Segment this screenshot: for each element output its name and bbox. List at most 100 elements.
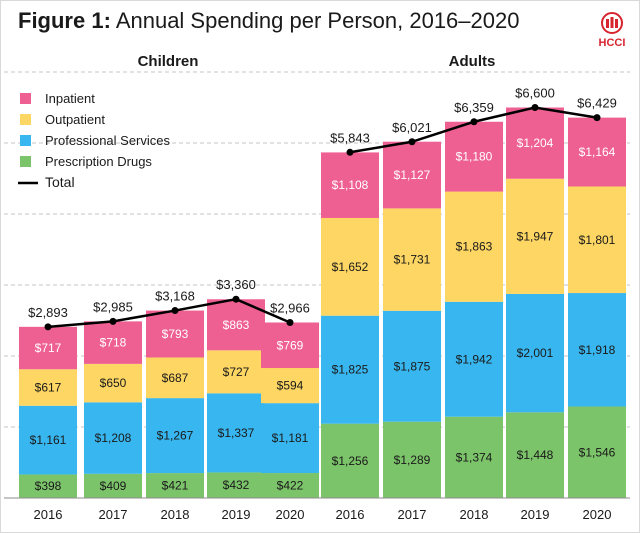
data-label: $727 xyxy=(223,365,250,379)
bar-segment-prescription-drugs xyxy=(261,473,319,498)
data-label: $1,652 xyxy=(332,260,369,274)
data-label: $1,337 xyxy=(218,426,255,440)
data-label: $1,825 xyxy=(332,363,369,377)
total-label: $6,021 xyxy=(392,120,432,135)
data-label: $1,942 xyxy=(456,352,493,366)
bar-segment-professional-services xyxy=(383,310,441,422)
x-tick-label: 2019 xyxy=(521,507,550,522)
data-label: $1,801 xyxy=(579,233,616,247)
bar-segment-inpatient xyxy=(568,117,626,187)
total-marker xyxy=(531,104,539,111)
total-label: $2,966 xyxy=(270,301,310,316)
bar-segment-inpatient xyxy=(146,310,204,358)
bar-segment-prescription-drugs xyxy=(506,412,564,498)
hcci-logo: HCCI xyxy=(599,12,625,49)
bar-segment-inpatient xyxy=(383,141,441,209)
bar-segment-outpatient xyxy=(321,217,379,316)
bar-segment-professional-services xyxy=(146,398,204,474)
bar-segment-inpatient xyxy=(506,107,564,179)
bar-segment-outpatient xyxy=(207,350,265,394)
total-marker xyxy=(593,114,601,122)
x-tick-label: 2018 xyxy=(460,507,489,522)
bar-segment-prescription-drugs xyxy=(207,472,265,498)
bar-segment-outpatient xyxy=(383,208,441,311)
data-label: $421 xyxy=(162,479,189,493)
bar-segment-prescription-drugs xyxy=(84,473,142,498)
logo-ring-icon xyxy=(601,12,623,34)
total-label: $6,359 xyxy=(454,100,494,115)
data-label: $1,918 xyxy=(579,343,616,357)
total-label: $2,985 xyxy=(93,299,133,314)
bar-segment-inpatient xyxy=(19,326,77,370)
bar-segment-professional-services xyxy=(506,293,564,413)
data-label: $398 xyxy=(35,479,62,493)
bar-segment-professional-services xyxy=(321,315,379,424)
bar-segment-outpatient xyxy=(146,357,204,399)
total-label: $3,360 xyxy=(216,277,256,292)
bar-segment-inpatient xyxy=(445,121,503,192)
legend-label: Prescription Drugs xyxy=(45,154,152,169)
bar-segment-professional-services xyxy=(568,293,626,407)
x-tick-label: 2016 xyxy=(336,507,365,522)
data-label: $2,001 xyxy=(517,346,554,360)
logo-mark-mid xyxy=(610,17,614,28)
bar-segment-outpatient xyxy=(445,191,503,302)
data-label: $1,164 xyxy=(579,145,616,159)
bar-segment-professional-services xyxy=(207,393,265,473)
group-title-children: Children xyxy=(138,53,199,70)
legend-label: Outpatient xyxy=(45,112,105,127)
legend-swatch-inpatient xyxy=(20,93,31,104)
data-label: $769 xyxy=(277,338,304,352)
bar-segment-prescription-drugs xyxy=(19,474,77,498)
legend-label: Inpatient xyxy=(45,91,95,106)
bar-segment-outpatient xyxy=(19,369,77,406)
bar-segment-professional-services xyxy=(19,405,77,475)
total-label: $3,168 xyxy=(155,289,195,304)
total-marker xyxy=(470,118,478,126)
legend-swatch-outpatient xyxy=(20,114,31,125)
data-label: $793 xyxy=(162,327,189,341)
legend-swatch-professional-services xyxy=(20,135,31,146)
logo-mark-left xyxy=(606,19,609,28)
total-marker xyxy=(286,319,294,327)
x-tick-label: 2019 xyxy=(222,507,251,522)
bar-segment-professional-services xyxy=(445,301,503,417)
data-label: $717 xyxy=(35,341,62,355)
x-tick-label: 2017 xyxy=(398,507,427,522)
data-label: $1,267 xyxy=(157,429,194,443)
total-marker xyxy=(44,323,52,331)
bar-segment-prescription-drugs xyxy=(146,473,204,498)
data-label: $1,256 xyxy=(332,454,369,468)
x-tick-label: 2016 xyxy=(34,507,63,522)
data-label: $1,204 xyxy=(517,136,554,150)
bar-segment-prescription-drugs xyxy=(383,421,441,498)
data-label: $1,546 xyxy=(579,445,616,459)
bar-segment-inpatient xyxy=(261,322,319,369)
data-label: $1,127 xyxy=(394,168,431,182)
total-marker xyxy=(171,307,179,315)
data-label: $1,181 xyxy=(272,431,309,445)
legend-swatch-prescription-drugs xyxy=(20,156,31,167)
data-label: $1,289 xyxy=(394,453,431,467)
data-label: $863 xyxy=(223,318,250,332)
bar-segment-prescription-drugs xyxy=(321,423,379,498)
total-label: $6,600 xyxy=(515,86,555,101)
total-label: $2,893 xyxy=(28,305,68,320)
total-marker xyxy=(346,148,354,156)
data-label: $1,108 xyxy=(332,178,369,192)
data-label: $1,374 xyxy=(456,450,493,464)
data-label: $432 xyxy=(223,478,250,492)
data-label: $1,448 xyxy=(517,448,554,462)
data-label: $687 xyxy=(162,371,189,385)
data-label: $1,161 xyxy=(30,433,67,447)
figure-title: Figure 1: Annual Spending per Person, 20… xyxy=(18,8,519,34)
figure-title-text: Annual Spending per Person, 2016–2020 xyxy=(115,8,520,33)
data-label: $718 xyxy=(100,336,127,350)
bar-segment-professional-services xyxy=(261,403,319,474)
total-marker xyxy=(408,138,416,146)
legend-label: Professional Services xyxy=(45,133,170,148)
bar-segment-professional-services xyxy=(84,402,142,474)
group-title-adults: Adults xyxy=(449,53,496,70)
bar-segment-outpatient xyxy=(84,363,142,403)
x-tick-label: 2020 xyxy=(583,507,612,522)
